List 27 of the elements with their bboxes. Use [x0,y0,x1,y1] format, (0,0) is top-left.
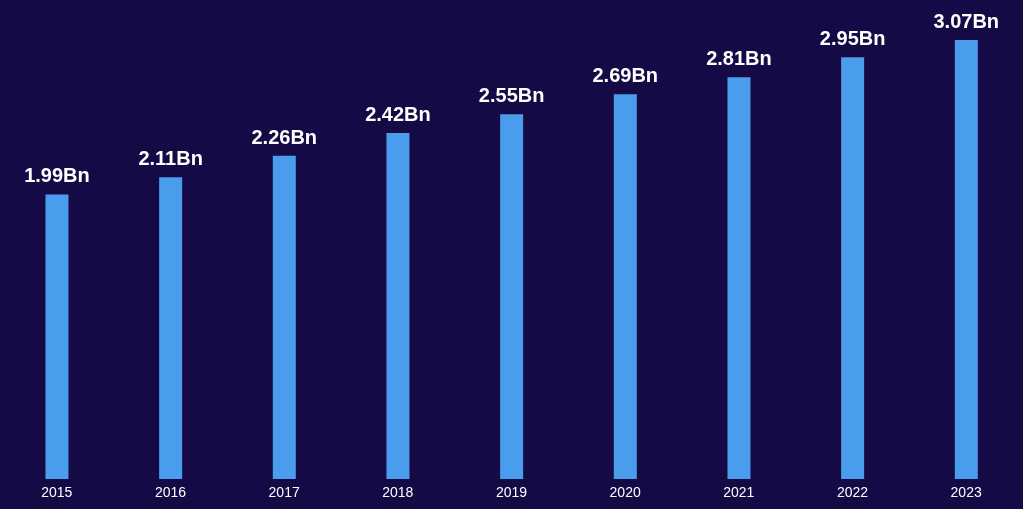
bar [727,77,751,479]
bar [954,40,978,479]
x-tick-label: 2015 [41,483,73,500]
data-label: 2.81Bn [706,47,772,70]
x-tick-label: 2017 [268,483,300,500]
bar [613,94,637,479]
data-label: 2.26Bn [251,125,318,148]
data-label: 2.42Bn [365,102,431,125]
data-label: 2.69Bn [592,64,659,87]
bar [386,132,410,479]
bar [159,177,183,479]
bar [500,114,524,479]
bar [272,155,296,479]
data-label: 1.99Bn [24,164,90,187]
x-tick-label: 2016 [154,483,187,500]
bar [841,57,865,479]
x-tick-label: 2022 [836,483,869,500]
data-label: 3.07Bn [933,10,1000,32]
data-label: 2.55Bn [478,84,545,107]
data-label: 2.11Bn [138,147,203,170]
bar [45,194,69,479]
x-tick-label: 2021 [723,483,755,500]
x-tick-label: 2023 [950,483,982,500]
x-tick-label: 2019 [495,483,528,500]
x-tick-label: 2020 [609,483,641,500]
x-tick-label: 2018 [382,483,414,500]
data-label: 2.95Bn [819,27,886,50]
